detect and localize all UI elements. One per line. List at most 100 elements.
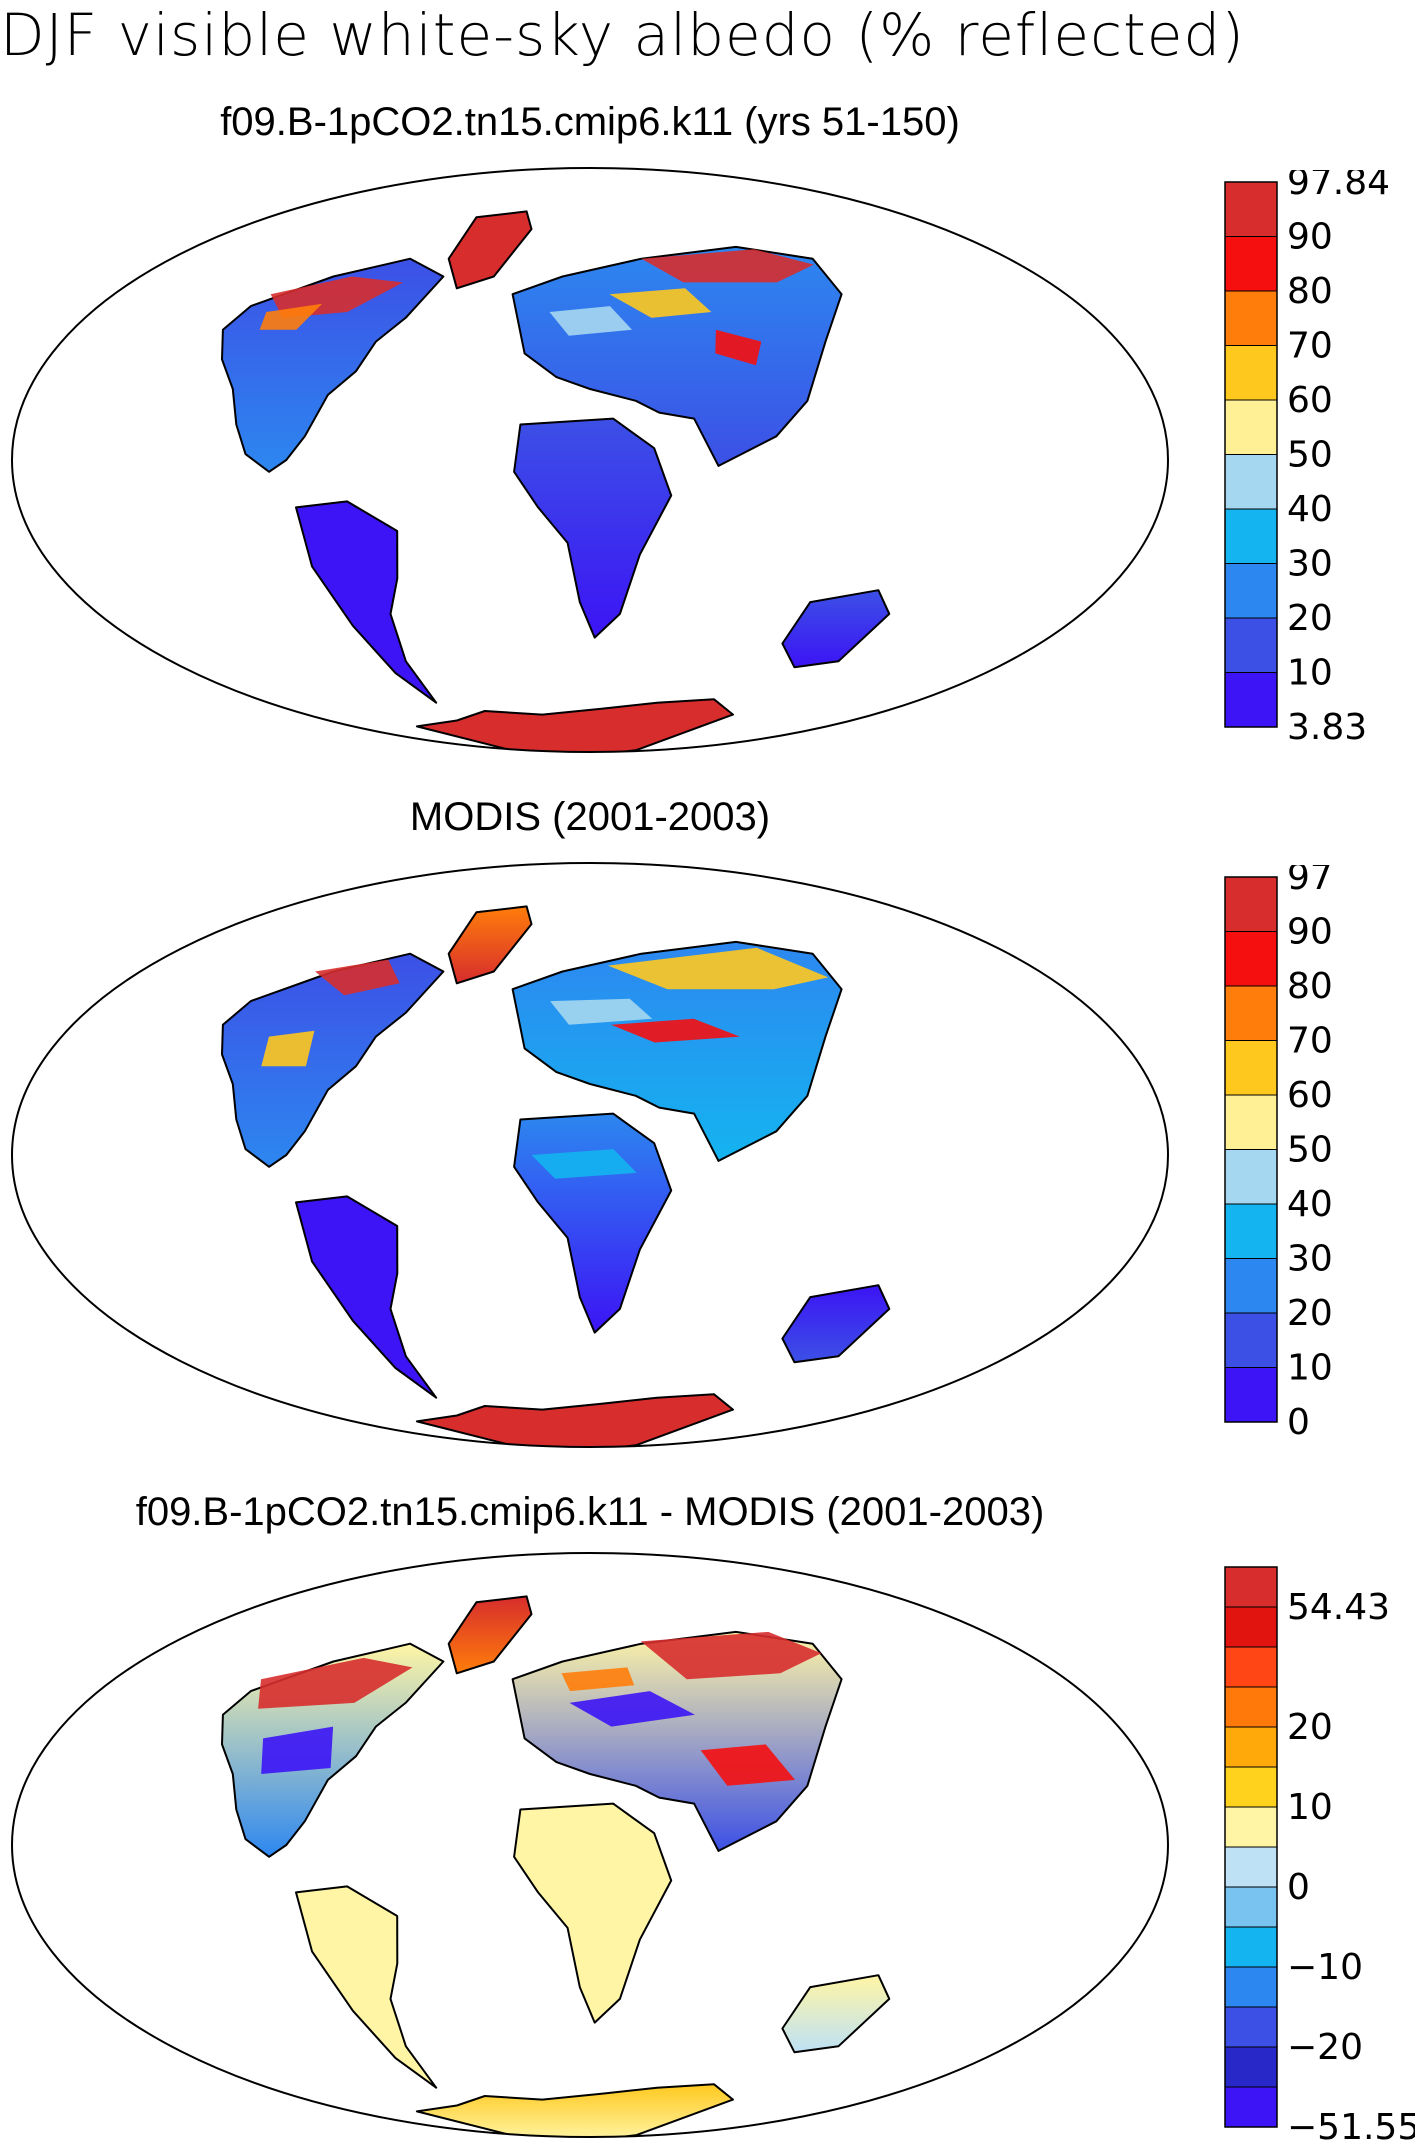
colorbar-tick-label: 3.83 bbox=[1287, 707, 1367, 748]
field-contour bbox=[640, 1631, 822, 1680]
land-africa bbox=[513, 1802, 673, 2024]
colorbar-tick-label: 90 bbox=[1287, 912, 1333, 953]
colorbar-segment bbox=[1224, 290, 1278, 346]
colorbar-segment bbox=[1224, 1726, 1278, 1768]
colorbar-tick-label: 54.43 bbox=[1287, 1587, 1390, 1628]
land-south-america bbox=[295, 1195, 438, 1399]
colorbar-segment bbox=[1224, 1040, 1278, 1096]
colorbar-tick-label: 0 bbox=[1287, 1402, 1310, 1443]
colorbar-tick-label: 40 bbox=[1287, 489, 1333, 530]
colorbar-tick-label: 60 bbox=[1287, 1075, 1333, 1116]
field-contour bbox=[569, 1691, 695, 1727]
colorbar-tick-label: 20 bbox=[1287, 1293, 1333, 1334]
field-contour bbox=[611, 1018, 740, 1043]
colorbar-segment bbox=[1224, 2006, 1278, 2048]
colorbar-segment bbox=[1224, 454, 1278, 510]
colorbar-tick-label: 60 bbox=[1287, 380, 1333, 421]
colorbar-tick-label: 97 bbox=[1287, 865, 1333, 898]
colorbar-tick-label: 50 bbox=[1287, 1130, 1333, 1171]
land-eurasia bbox=[511, 940, 843, 1162]
map-boundary bbox=[11, 167, 1169, 753]
colorbar-tick-label: 30 bbox=[1287, 1239, 1333, 1280]
colorbar-segment bbox=[1224, 876, 1278, 932]
colorbar-segment bbox=[1224, 1686, 1278, 1728]
panel-title-model: f09.B-1pCO2.tn15.cmip6.k11 (yrs 51-150) bbox=[220, 100, 960, 144]
colorbar-tick-label: 97.84 bbox=[1287, 170, 1390, 203]
colorbar-tick-label: 10 bbox=[1287, 653, 1333, 694]
colorbar-segment bbox=[1224, 1203, 1278, 1259]
figure-title: DJF visible white-sky albedo (% reflecte… bbox=[0, 1, 1245, 69]
colorbar-segment bbox=[1224, 1566, 1278, 1608]
field-contour bbox=[531, 1149, 637, 1179]
land-australia bbox=[781, 1284, 891, 1364]
colorbar-segment bbox=[1224, 2086, 1278, 2128]
map-boundary bbox=[11, 1552, 1169, 2138]
land-north-america bbox=[221, 952, 445, 1168]
field-contour bbox=[550, 998, 653, 1025]
colorbar-segment bbox=[1224, 345, 1278, 401]
colorbar-tick-label: 20 bbox=[1287, 598, 1333, 639]
map-obs bbox=[11, 862, 1169, 1448]
colorbar-segment bbox=[1224, 1094, 1278, 1150]
colorbar-segment bbox=[1224, 1846, 1278, 1888]
colorbar-tick-label: −20 bbox=[1287, 2027, 1363, 2068]
colorbar-segment bbox=[1224, 1646, 1278, 1688]
field-contour bbox=[259, 303, 323, 330]
colorbar-tick-label: 80 bbox=[1287, 271, 1333, 312]
land-greenland bbox=[447, 1595, 533, 1675]
land-eurasia bbox=[511, 245, 843, 467]
colorbar-segment bbox=[1224, 617, 1278, 673]
colorbar-tick-label: −10 bbox=[1287, 1947, 1363, 1988]
map-diff bbox=[11, 1552, 1169, 2138]
land-greenland bbox=[447, 905, 533, 985]
colorbar-tick-label: 0 bbox=[1287, 1867, 1310, 1908]
colorbar-tick-label: 90 bbox=[1287, 217, 1333, 258]
colorbar-tick-label: 70 bbox=[1287, 326, 1333, 367]
colorbar-segment bbox=[1224, 1886, 1278, 1928]
land-australia bbox=[781, 1974, 891, 2054]
land-south-america bbox=[295, 1885, 438, 2089]
map-model bbox=[11, 167, 1169, 753]
colorbar-diff: −51.55 −20 −10 0 10 20 54.43 bbox=[1224, 1566, 1415, 2145]
colorbar-tick-label: 80 bbox=[1287, 966, 1333, 1007]
field-contour bbox=[261, 1726, 334, 1774]
field-contour bbox=[258, 1657, 413, 1709]
colorbar-tick-label: 10 bbox=[1287, 1787, 1333, 1828]
colorbar-segment bbox=[1224, 1966, 1278, 2008]
field-contour bbox=[561, 1667, 635, 1692]
land-greenland bbox=[447, 210, 533, 290]
land-antarctica bbox=[415, 698, 734, 752]
panel-title-obs: MODIS (2001-2003) bbox=[409, 795, 771, 839]
colorbar-segment bbox=[1224, 931, 1278, 987]
field-contour bbox=[715, 329, 762, 366]
colorbar-segment bbox=[1224, 1606, 1278, 1648]
colorbar-tick-label: −51.55 bbox=[1287, 2107, 1415, 2145]
colorbar-segment bbox=[1224, 985, 1278, 1041]
field-contour bbox=[607, 947, 829, 990]
colorbar-segment bbox=[1224, 2046, 1278, 2088]
colorbar-segment bbox=[1224, 1149, 1278, 1205]
field-contour bbox=[261, 1030, 315, 1067]
colorbar-segment bbox=[1224, 563, 1278, 619]
colorbar-segment bbox=[1224, 181, 1278, 237]
colorbar-segment bbox=[1224, 1806, 1278, 1848]
colorbar-obs: 0 10 20 30 40 50 60 70 80 90 97 bbox=[1224, 865, 1333, 1443]
field-contour bbox=[700, 1744, 796, 1786]
colorbar-tick-label: 20 bbox=[1287, 1707, 1333, 1748]
colorbar-segment bbox=[1224, 672, 1278, 728]
land-antarctica bbox=[415, 2083, 734, 2137]
colorbar-segment bbox=[1224, 236, 1278, 292]
colorbar-tick-label: 70 bbox=[1287, 1021, 1333, 1062]
colorbar-segment bbox=[1224, 1766, 1278, 1808]
colorbar-tick-label: 30 bbox=[1287, 544, 1333, 585]
land-antarctica bbox=[415, 1393, 734, 1447]
colorbar-segment bbox=[1224, 1367, 1278, 1423]
field-contour bbox=[315, 959, 400, 996]
field-contour bbox=[549, 306, 632, 336]
colorbar-tick-label: 50 bbox=[1287, 435, 1333, 476]
colorbar-segment bbox=[1224, 1312, 1278, 1368]
colorbar-model: 3.83 10 20 30 40 50 60 70 80 90 97.84 bbox=[1224, 170, 1390, 748]
map-boundary bbox=[11, 862, 1169, 1448]
field-contour bbox=[641, 249, 814, 283]
colorbar-tick-label: 10 bbox=[1287, 1348, 1333, 1389]
